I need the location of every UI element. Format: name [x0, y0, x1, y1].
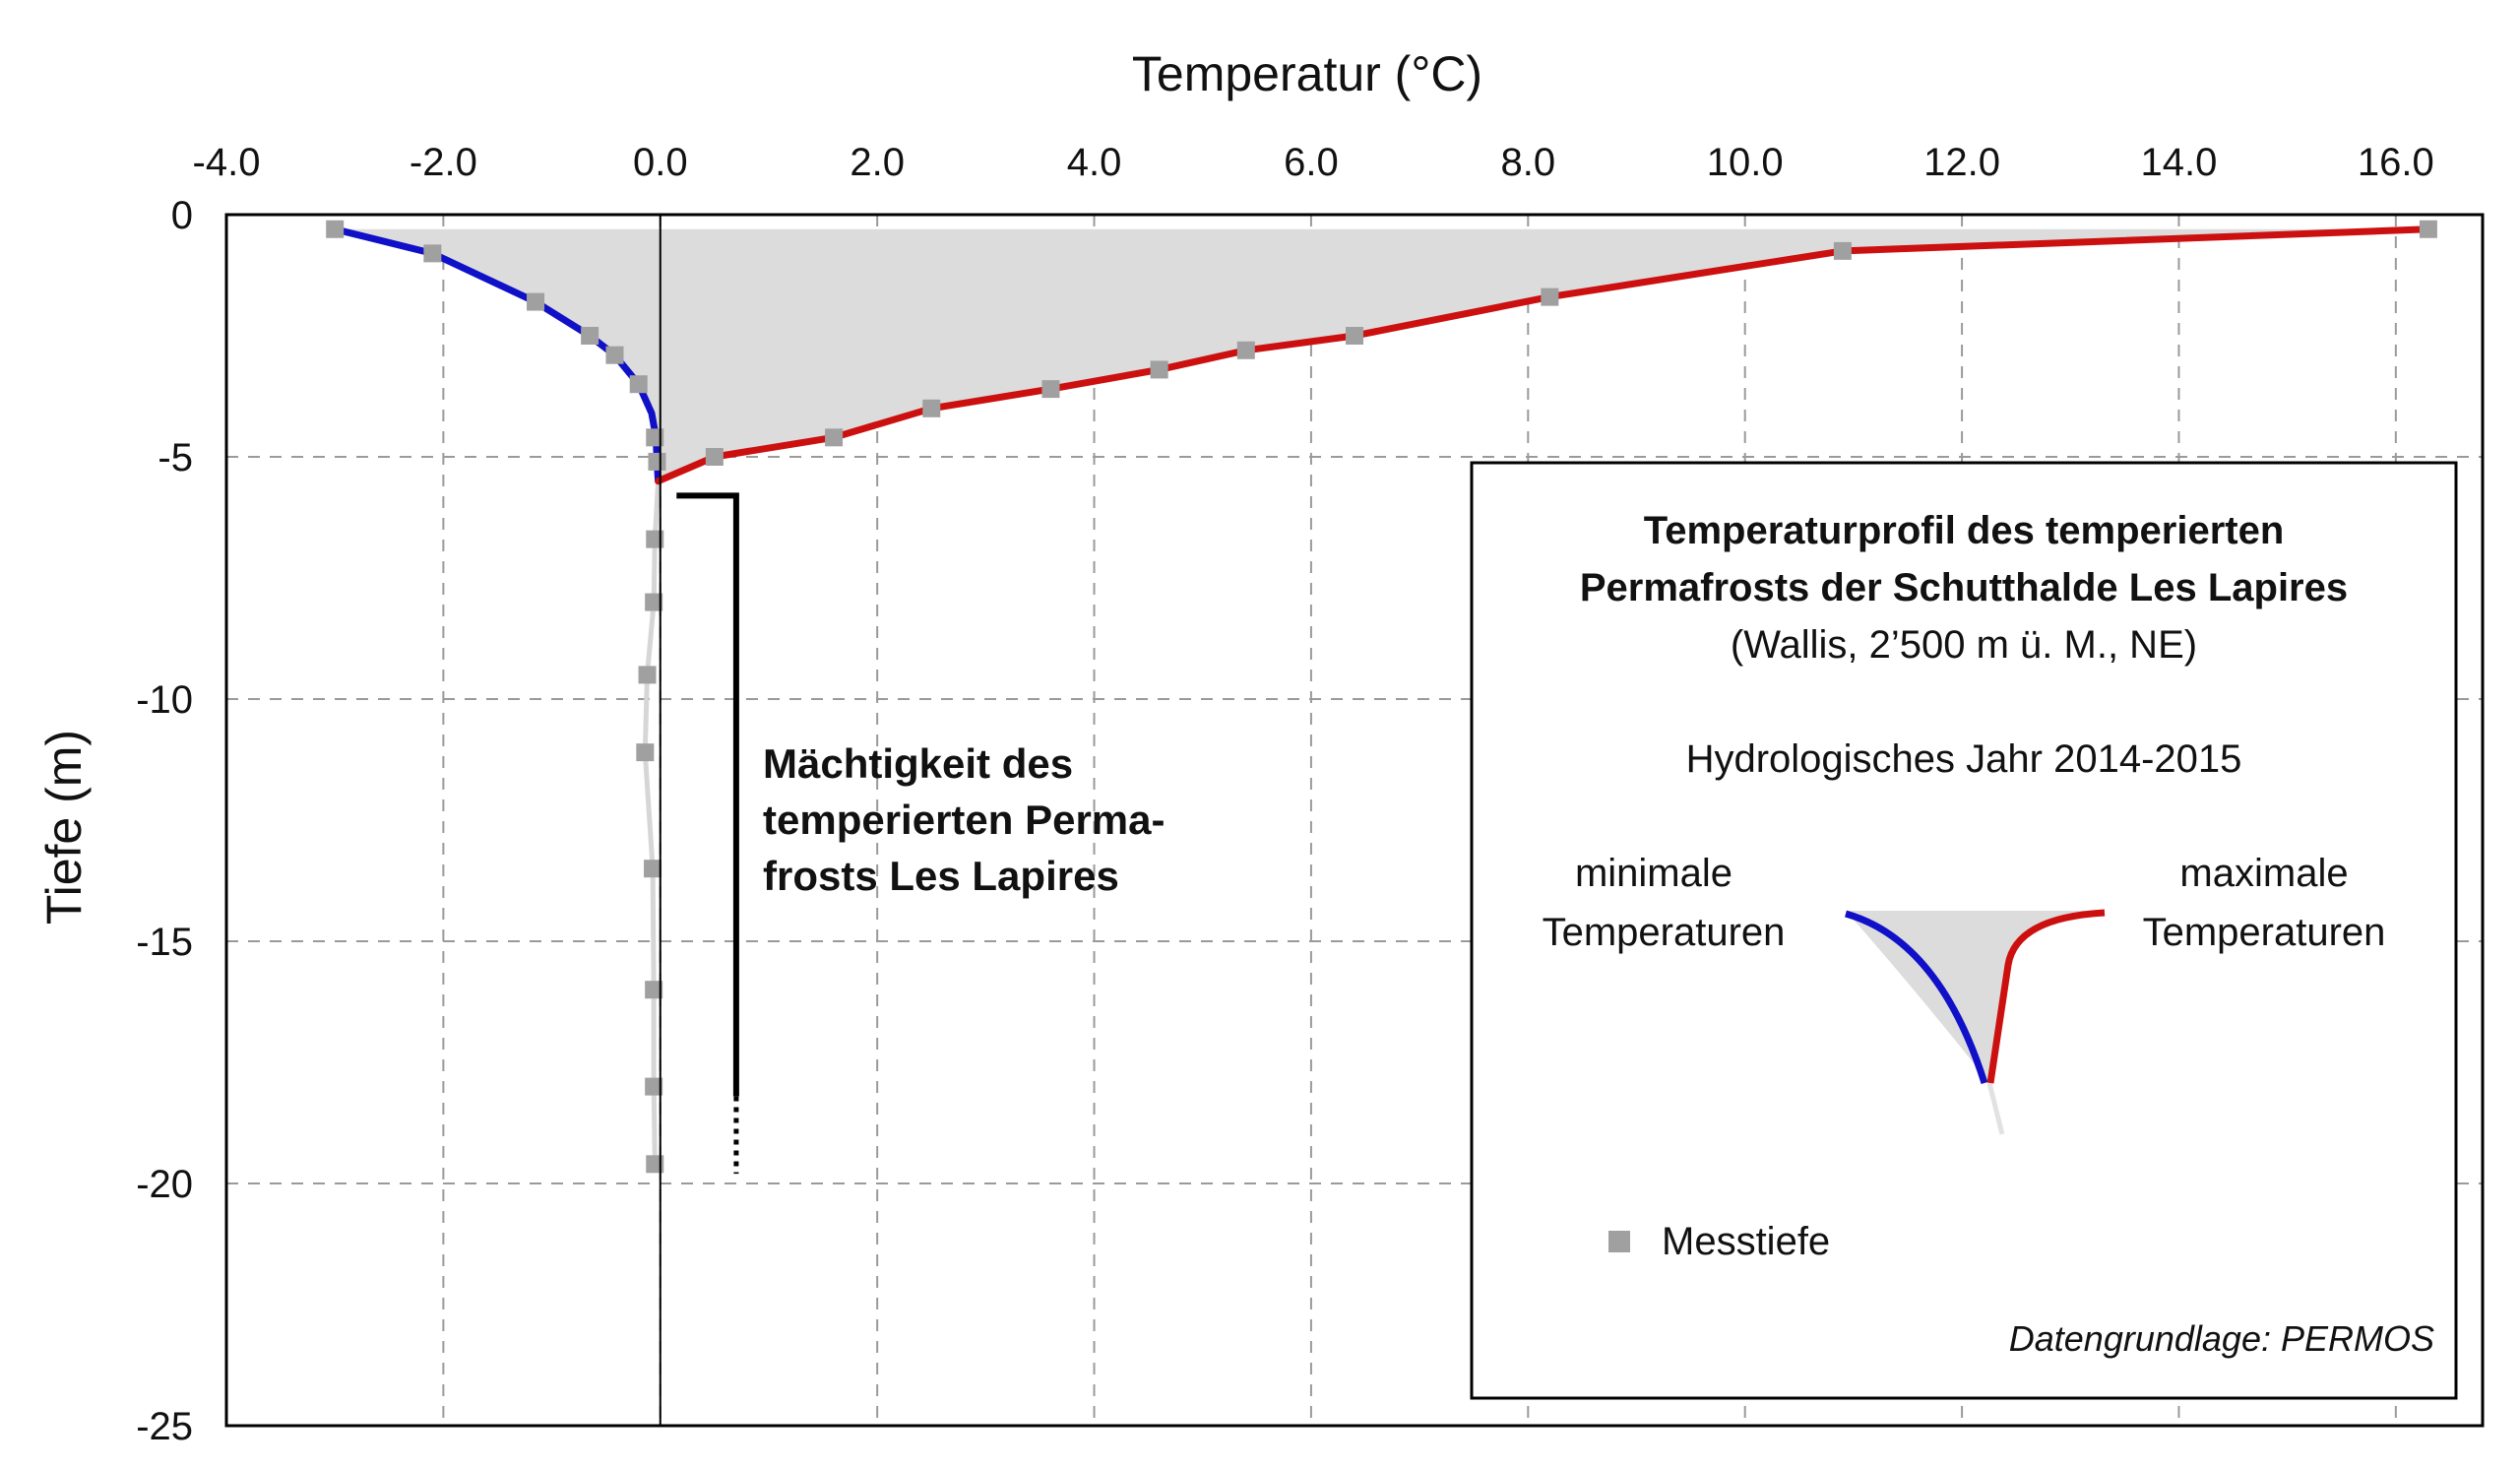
x-axis-tick-labels: -4.0 -2.0 0.0 2.0 4.0 6.0 8.0 10.0 12.0 14.0 16.0	[193, 141, 2434, 184]
measurement-depth-marker	[527, 292, 545, 311]
measurement-depth-marker	[644, 860, 662, 878]
temperature-envelope-area	[335, 228, 2428, 481]
measurement-depth-marker	[645, 593, 663, 611]
legend-measurement-marker	[1608, 1231, 1630, 1252]
legend-period: Hydrologisches Jahr 2014-2015	[1686, 737, 2242, 781]
series-line-minimum	[331, 225, 662, 485]
measurement-depth-marker	[638, 666, 657, 684]
legend-min-label-line-1: minimale	[1575, 852, 1732, 895]
annotation-line-3: frosts Les Lapires	[763, 853, 1119, 899]
x-tick-label: 8.0	[1501, 141, 1556, 184]
thickness-bracket-line	[676, 492, 739, 1097]
plot-area-frame	[224, 213, 2485, 1428]
x-tick-label: 16.0	[2358, 141, 2434, 184]
measurement-depth-marker	[646, 530, 664, 548]
legend-below-swatch	[1986, 1082, 2005, 1135]
y-tick-label: -20	[136, 1163, 193, 1206]
measurement-depth-marker	[825, 428, 844, 447]
x-tick-label: 6.0	[1284, 141, 1339, 184]
legend-title-line-2: Permafrosts der Schutthalde Les Lapires	[1580, 566, 2348, 609]
measurement-depth-marker	[2419, 220, 2437, 238]
x-tick-label: -4.0	[193, 141, 261, 184]
legend-max-line-swatch	[1986, 909, 2106, 1084]
x-axis-title: Temperatur (°C)	[1132, 46, 1482, 101]
legend-title-line-1: Temperaturprofil des temperierten	[1644, 509, 2285, 552]
legend-profile-icon	[1845, 909, 2106, 1135]
measurement-depth-marker	[605, 346, 624, 364]
measurement-depth-marker	[1236, 341, 1255, 359]
y-tick-label: -15	[136, 921, 193, 964]
legend-max-label-line-2: Temperaturen	[2143, 911, 2386, 954]
measurement-depth-marker	[1346, 327, 1363, 345]
permafrost-thickness-annotation: Mächtigkeit des temperierten Perma- fros…	[676, 492, 1166, 1175]
measurement-depth-marker	[646, 1155, 664, 1174]
measurement-depth-marker	[922, 399, 941, 417]
x-tick-label: 0.0	[633, 141, 688, 184]
legend-subtitle: (Wallis, 2’500 m ü. M., NE)	[1731, 623, 2197, 667]
measurement-depth-marker	[636, 743, 655, 762]
y-axis-title: Tiefe (m)	[36, 730, 92, 925]
x-tick-label: 2.0	[850, 141, 905, 184]
measurement-depth-marker	[1541, 287, 1559, 306]
measurement-depth-markers	[326, 220, 2437, 1174]
y-tick-label: -10	[136, 678, 193, 722]
legend-max-label-line-1: maximale	[2179, 852, 2348, 895]
annotation-line-1: Mächtigkeit des	[763, 740, 1073, 787]
data-source-note: Datengrundlage: PERMOS	[2009, 1318, 2434, 1359]
measurement-depth-marker	[705, 448, 724, 466]
y-tick-label: -25	[136, 1405, 193, 1448]
y-tick-label: 0	[171, 194, 193, 237]
measurement-depth-marker	[646, 428, 664, 447]
legend-min-line-swatch	[1845, 910, 1988, 1085]
y-axis-tick-labels: 0 -5 -10 -15 -20 -25	[136, 194, 193, 1448]
legend-marker-label: Messtiefe	[1662, 1220, 1830, 1263]
x-tick-label: 14.0	[2141, 141, 2218, 184]
y-tick-label: -5	[158, 436, 193, 479]
x-tick-label: 12.0	[1923, 141, 2000, 184]
measurement-depth-marker	[423, 244, 442, 263]
annotation-line-2: temperierten Perma-	[763, 797, 1166, 843]
measurement-depth-marker	[326, 220, 345, 238]
x-tick-label: -2.0	[410, 141, 477, 184]
legend-box: Temperaturprofil des temperierten Permaf…	[1470, 461, 2458, 1400]
measurement-depth-marker	[629, 375, 648, 394]
measurement-depth-marker	[581, 327, 599, 345]
measurement-depth-marker	[1041, 380, 1060, 399]
measurement-depth-marker	[645, 981, 663, 999]
legend-min-label-line-2: Temperaturen	[1543, 911, 1786, 954]
measurement-depth-marker	[1150, 360, 1168, 379]
measurement-depth-marker	[645, 1077, 663, 1096]
measurement-depth-marker	[648, 452, 666, 471]
series-line-below-active-layer	[642, 480, 662, 1165]
x-tick-label: 10.0	[1707, 141, 1784, 184]
measurement-depth-marker	[1833, 241, 1852, 260]
x-tick-label: 4.0	[1067, 141, 1122, 184]
